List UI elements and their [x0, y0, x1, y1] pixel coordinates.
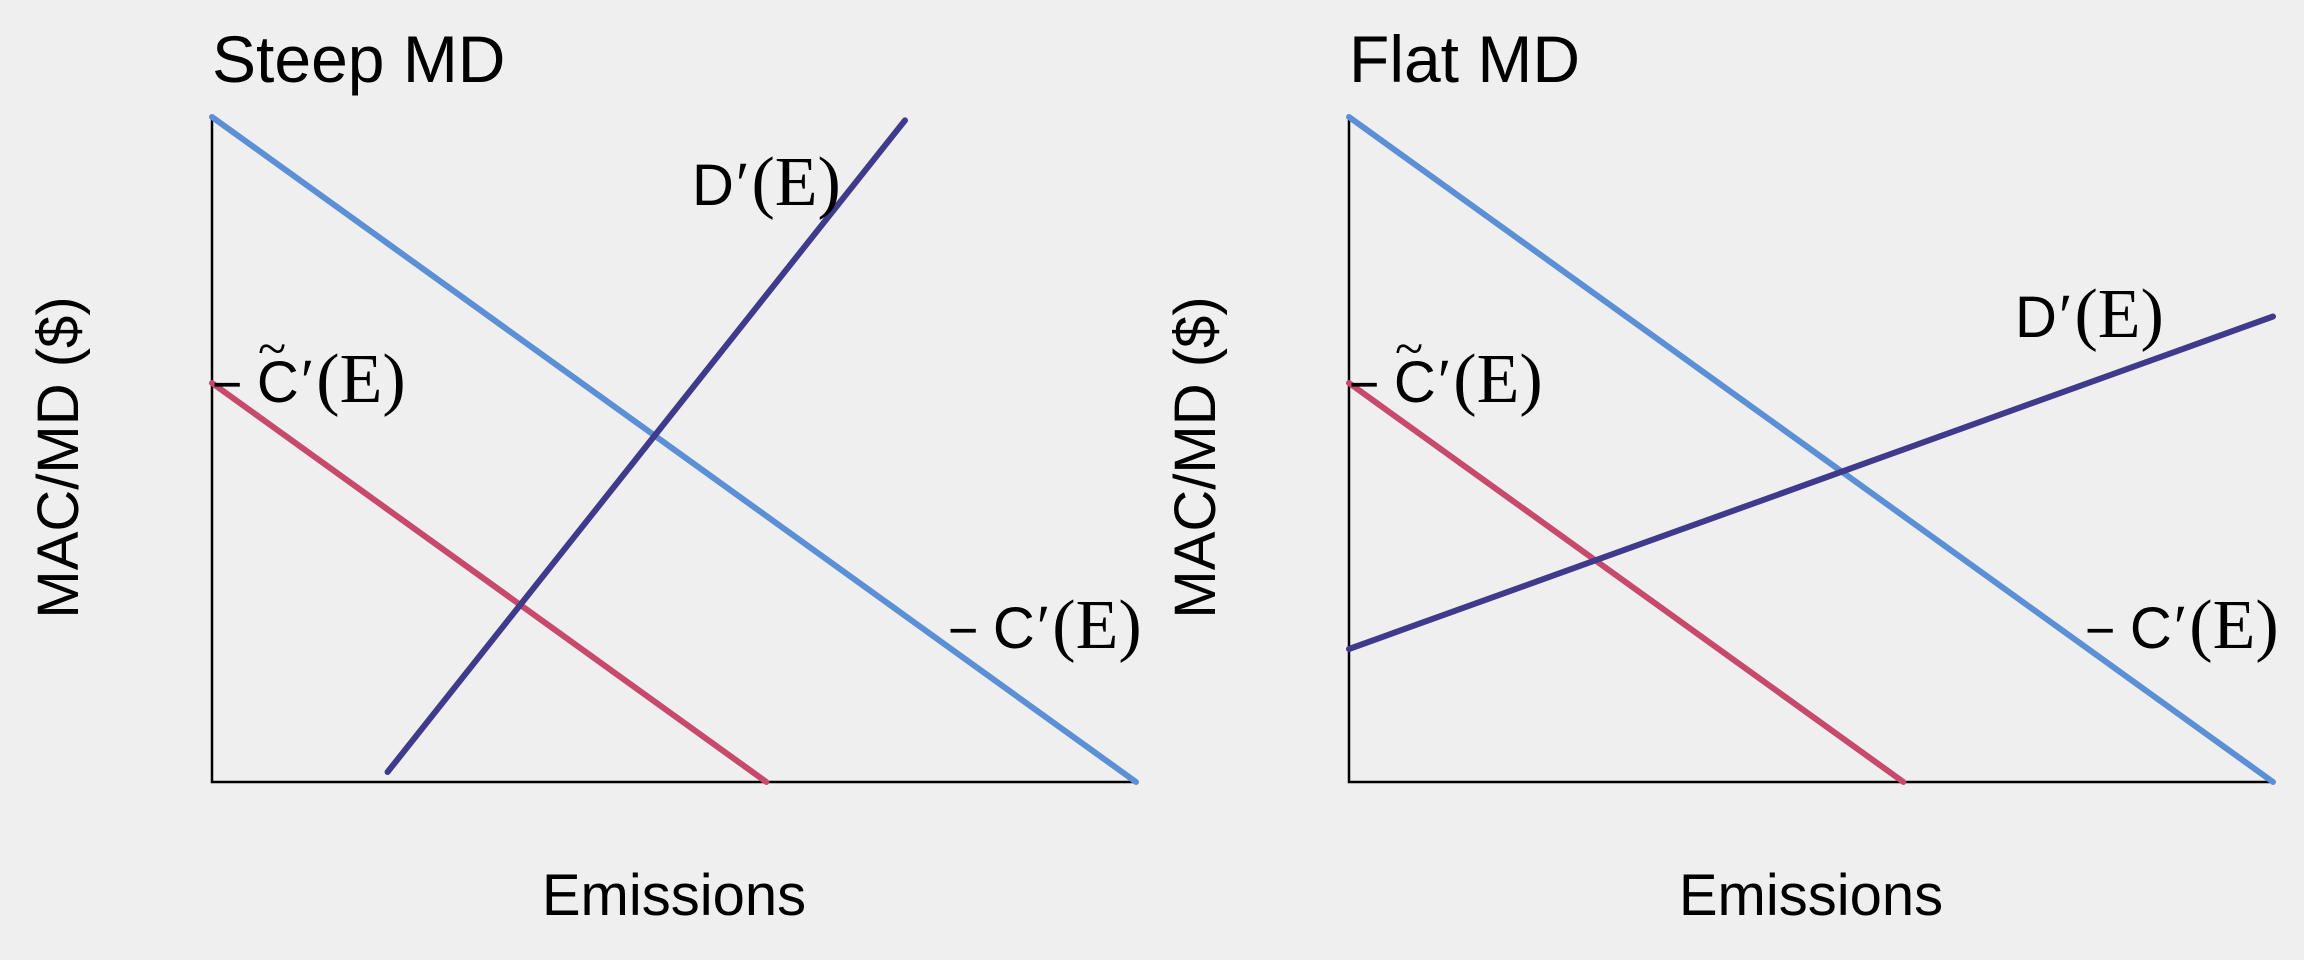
curve-label-total-mac: − C′(E) [2085, 587, 2279, 664]
curve-total-mac [209, 114, 1139, 785]
tilde-mark: ~ [258, 321, 286, 378]
x-axis-label: Emissions [542, 863, 806, 928]
curve-marginal-damage [384, 117, 908, 776]
curve-label-reduced-mac: − C′(E) [1349, 341, 1543, 418]
chart-title: Flat MD [1349, 22, 1580, 96]
curve-label-reduced-mac: − C′(E) [212, 341, 406, 418]
tilde-mark: ~ [1395, 321, 1423, 378]
curve-label-marginal-damage: D′(E) [2015, 276, 2164, 353]
curve-total-mac [1346, 114, 2276, 785]
curve-label-marginal-damage: D′(E) [692, 144, 841, 221]
curve-marginal-damage [1346, 313, 2276, 652]
y-axis-label: MAC/MD ($) [1163, 296, 1228, 618]
chart-panel-2: Flat MD− C′(E)− C′(E)~ D′(E)EmissionsMAC/… [1163, 22, 2279, 928]
curve-reduced-mac [1346, 380, 1907, 785]
y-axis-label: MAC/MD ($) [26, 296, 91, 618]
chart-title: Steep MD [212, 22, 505, 96]
axis-frame [1347, 117, 2273, 784]
x-axis-label: Emissions [1679, 863, 1943, 928]
curve-label-total-mac: − C′(E) [948, 587, 1142, 664]
curve-reduced-mac [209, 380, 770, 785]
axis-frame [210, 117, 1136, 784]
chart-panel-1: Steep MD− C′(E)− C′(E)~D′(E)EmissionsMAC… [26, 22, 1142, 928]
